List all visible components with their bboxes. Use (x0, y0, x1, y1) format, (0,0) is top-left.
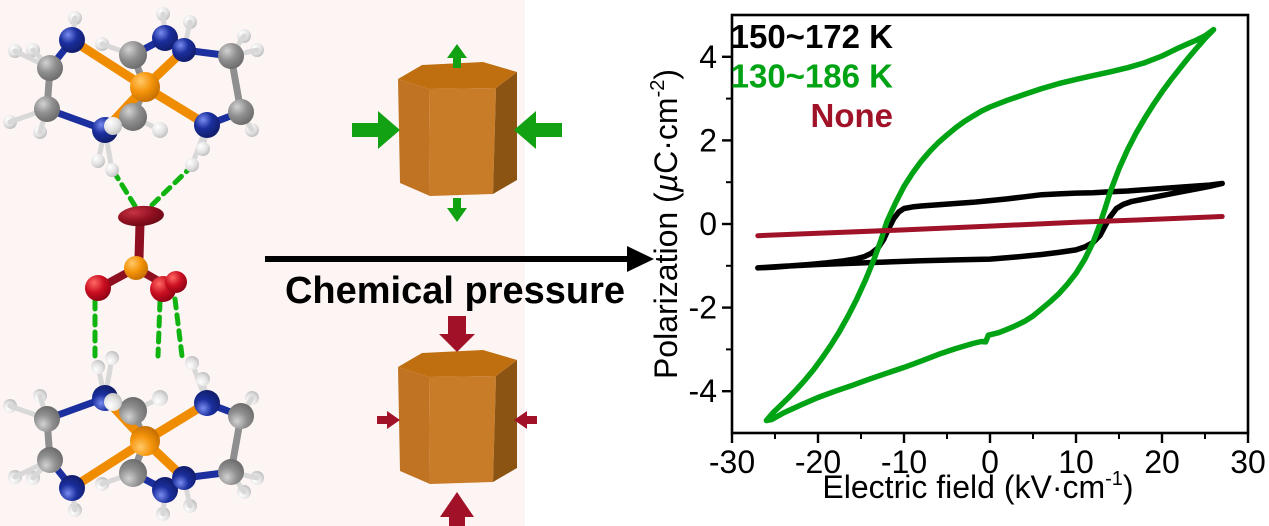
press-up-arrow-icon (440, 492, 474, 526)
legend-entry-1: 130~186 K (731, 58, 894, 95)
expand-up-arrow-icon (447, 44, 467, 68)
y-axis-title: Polarization (µC·cm-2) (647, 69, 684, 379)
arrowhead-icon (627, 246, 654, 272)
series-none (755, 214, 1225, 239)
chemical-pressure-label: Chemical pressure (285, 270, 625, 312)
legend-entry-0: 150~172 K (731, 18, 894, 55)
x-axis-title: Electric field (kV·cm-1) (822, 468, 1133, 505)
y-tick-label: 0 (699, 206, 717, 242)
y-tick-label: -4 (689, 373, 717, 409)
y-tick-label: 2 (699, 122, 717, 158)
series-130-186-k (763, 26, 1217, 424)
y-tick-label: 4 (699, 39, 717, 75)
oxygen-atom (85, 275, 111, 301)
molecular-structure-figure (0, 0, 265, 526)
green-strain-arrows (352, 44, 562, 222)
x-tick-label: -10 (881, 444, 927, 480)
x-tick-label: -20 (795, 444, 841, 480)
reaction-arrow (265, 246, 654, 272)
x-tick-label: 10 (1058, 444, 1094, 480)
expand-down-arrow-icon (447, 198, 467, 222)
small-left-arrow-icon (514, 411, 537, 429)
dark-red-strain-arrows (377, 316, 537, 526)
plot-frame (730, 13, 1250, 435)
y-tick-label: -2 (689, 290, 717, 326)
compress-left-arrow-icon (352, 111, 400, 149)
phosphorus-atom (124, 256, 148, 280)
legend-entry-2: None (811, 97, 894, 134)
press-down-arrow-icon (439, 316, 475, 352)
x-tick-label: 30 (1230, 444, 1266, 480)
oxygen-atom (165, 271, 187, 293)
crystal-with-chemical-pressure (398, 62, 517, 196)
hydrogen-bond-dashes (92, 167, 191, 359)
x-tick-label: 20 (1144, 444, 1180, 480)
compress-right-arrow-icon (514, 111, 562, 149)
disordered-oxygen-ellipsoid (118, 205, 164, 227)
x-tick-label: 0 (981, 444, 999, 480)
crystal-without-chemical-pressure (398, 350, 517, 484)
small-right-arrow-icon (377, 411, 400, 429)
pressure-schematic: Chemical pressure (265, 0, 654, 526)
phosphite-anion (85, 205, 187, 302)
x-tick-label: -30 (709, 444, 755, 480)
